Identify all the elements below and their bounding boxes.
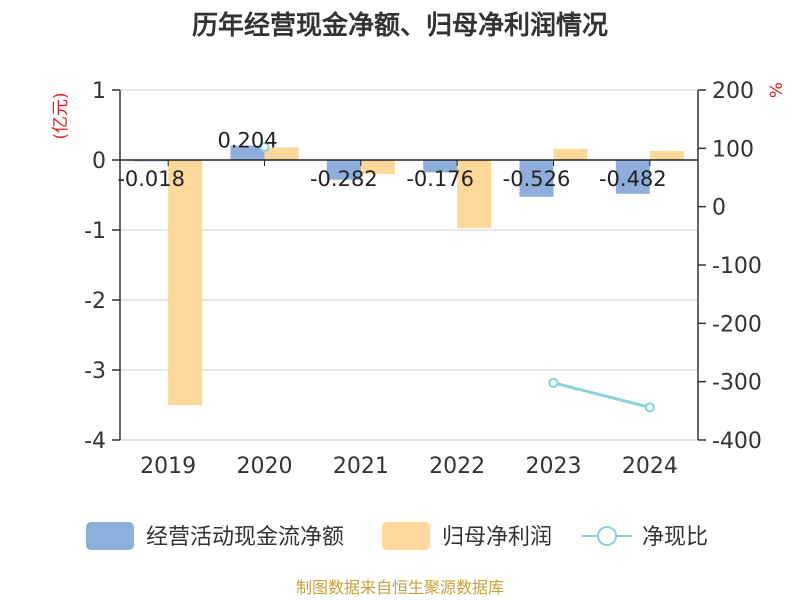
- left-axis-tick-label: 0: [92, 149, 106, 174]
- right-axis-tick-label: -200: [712, 312, 762, 337]
- x-category-label: 2023: [526, 454, 582, 479]
- ratio-point: [548, 377, 559, 388]
- bar-net-profit: [168, 160, 203, 405]
- legend-marker-ratio: [597, 526, 617, 546]
- left-axis-tick-label: -1: [84, 219, 106, 244]
- left-axis-tick-label: -2: [84, 289, 106, 314]
- left-axis-tick-label: 1: [92, 79, 106, 104]
- bar-operating-cashflow: [230, 145, 265, 160]
- bar-net-profit: [360, 160, 395, 174]
- right-axis-tick-label: -300: [712, 371, 762, 396]
- bar-operating-cashflow: [423, 160, 458, 173]
- cashflow-data-label: -0.282: [310, 167, 378, 191]
- bar-operating-cashflow: [519, 160, 554, 197]
- x-category-label: 2021: [333, 454, 389, 479]
- right-axis-tick-label: -100: [712, 254, 762, 279]
- grid-lines: [120, 89, 698, 441]
- cashflow-data-label: -0.526: [503, 167, 571, 191]
- cashflow-data-label: -0.018: [117, 167, 185, 191]
- x-category-label: 2019: [140, 454, 196, 479]
- axes-layer: 1 0 -1 -2 -3 -4 200 100 0 -100 -200 -300 -400 2019 202…: [84, 79, 762, 479]
- bar-operating-cashflow: [326, 160, 361, 180]
- legend: 经营活动现金流净额 归母净利润 净现比: [86, 522, 708, 550]
- data-labels-layer: -0.018 0.204 -0.282 -0.176 -0.526 -0.482: [117, 129, 666, 191]
- ratio-point: [644, 402, 655, 413]
- legend-label-cashflow: 经营活动现金流净额: [146, 525, 344, 550]
- ratio-point: [259, 142, 270, 153]
- bar-net-profit: [553, 148, 588, 160]
- ratio-line-layer: [259, 142, 655, 413]
- bar-operating-cashflow: [615, 160, 650, 194]
- bars-layer: [134, 145, 684, 405]
- right-axis-unit: %: [767, 82, 787, 98]
- x-category-label: 2020: [237, 454, 293, 479]
- left-axis-unit: (亿元): [51, 92, 71, 139]
- ratio-line-segment: [553, 381, 651, 409]
- x-category-label: 2022: [429, 454, 485, 479]
- legend-label-net-profit: 归母净利润: [442, 525, 552, 550]
- right-axis-tick-label: 0: [712, 196, 726, 221]
- cashflow-data-label: -0.482: [599, 167, 667, 191]
- cashflow-data-label: 0.204: [217, 129, 277, 153]
- left-axis-tick-label: -4: [84, 429, 106, 454]
- right-axis-tick-label: -400: [712, 429, 762, 454]
- legend-label-ratio: 净现比: [642, 525, 708, 550]
- left-axis-tick-label: -3: [84, 359, 106, 384]
- right-axis-tick-label: 200: [712, 79, 754, 104]
- x-category-label: 2024: [622, 454, 678, 479]
- bar-net-profit: [457, 160, 492, 228]
- legend-swatch-net-profit: [382, 522, 430, 550]
- bar-net-profit: [264, 147, 299, 160]
- right-axis-tick-label: 100: [712, 137, 754, 162]
- cashflow-data-label: -0.176: [406, 167, 474, 191]
- chart-title: 历年经营现金净额、归母净利润情况: [192, 10, 608, 41]
- legend-swatch-cashflow: [86, 522, 134, 550]
- zero-axis-line: [120, 159, 698, 166]
- bar-net-profit: [649, 150, 684, 160]
- source-note: 制图数据来自恒生聚源数据库: [296, 578, 504, 597]
